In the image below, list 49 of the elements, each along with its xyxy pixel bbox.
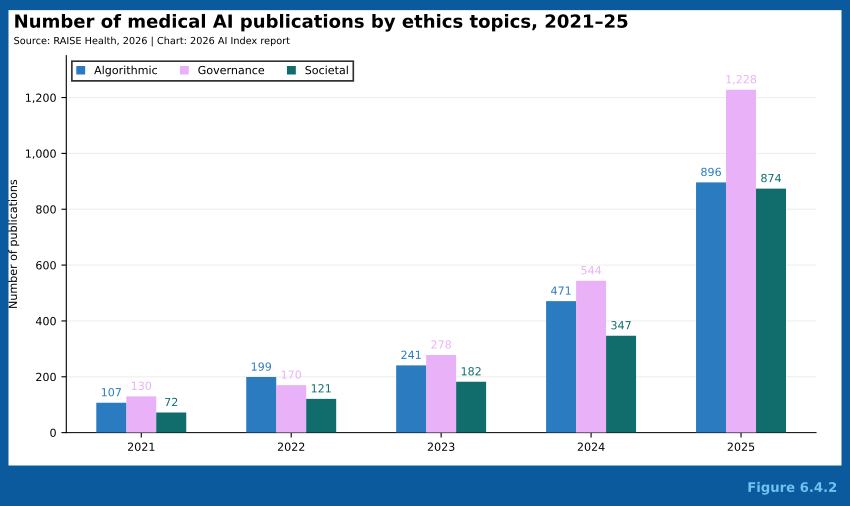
y-tick-label: 0	[50, 428, 56, 438]
data-label: 107	[102, 388, 121, 396]
data-label: 170	[282, 370, 302, 379]
bar	[456, 382, 486, 433]
bar	[576, 280, 606, 433]
y-tick-label: 600	[36, 261, 56, 270]
y-tick-label: 1,200	[26, 94, 56, 104]
x-tick-label: 2024	[578, 442, 605, 451]
caption: Figure 6.4.2	[748, 482, 836, 495]
bar	[96, 402, 126, 433]
data-label: 1,228	[726, 75, 756, 85]
bar	[726, 90, 756, 433]
data-label: 471	[551, 286, 571, 295]
data-label: 182	[462, 367, 481, 376]
legend-label: Governance	[198, 66, 264, 74]
data-label: 278	[431, 340, 451, 349]
legend-label: Algorithmic	[94, 66, 157, 76]
data-label: 121	[312, 384, 331, 392]
bar	[156, 412, 186, 433]
chart-title: Number of medical AI publications by ethics topics, 2021–25	[15, 14, 628, 32]
y-tick-label: 400	[36, 316, 56, 326]
x-tick-label: 2023	[428, 442, 454, 451]
bar	[126, 396, 156, 433]
legend-label: Societal	[305, 66, 348, 74]
data-label: 347	[611, 321, 631, 330]
bar	[396, 365, 426, 433]
bar	[306, 398, 336, 433]
x-tick-label: 2022	[278, 442, 304, 451]
data-label: 72	[165, 398, 178, 406]
data-label: 130	[132, 382, 152, 390]
y-tick-label: 200	[36, 372, 56, 382]
bar	[756, 188, 786, 433]
data-label: 874	[761, 174, 781, 182]
chart-subtitle: Source: RAISE Health, 2026 | Chart: 2026 AI Index report	[14, 36, 290, 46]
bar	[246, 377, 276, 433]
data-label: 896	[701, 168, 721, 176]
data-label: 544	[581, 266, 602, 274]
x-tick-label: 2021	[128, 442, 154, 451]
x-tick-label: 2025	[728, 442, 754, 451]
y-tick-label: 1,000	[26, 149, 56, 159]
y-axis-title: Number of publications	[8, 180, 20, 308]
bar	[606, 336, 636, 433]
bar	[276, 385, 306, 433]
bar	[426, 355, 456, 433]
y-tick-label: 800	[36, 205, 56, 214]
data-label: 241	[401, 350, 421, 359]
bar	[696, 182, 726, 433]
data-label: 199	[252, 362, 272, 371]
bar	[546, 301, 576, 433]
